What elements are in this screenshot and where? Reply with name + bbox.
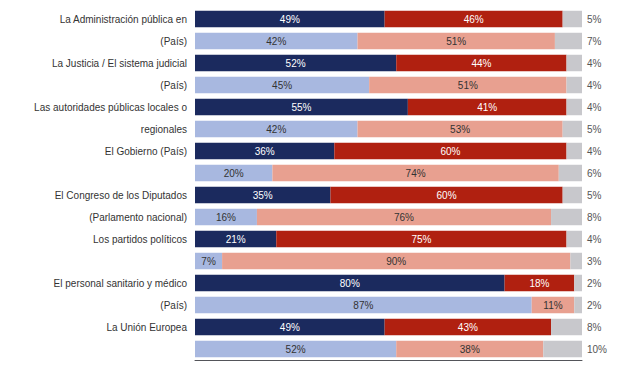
svg-text:4%: 4% [587, 146, 602, 157]
svg-text:4%: 4% [587, 80, 602, 91]
svg-text:4%: 4% [587, 234, 602, 245]
svg-text:41%: 41% [477, 102, 497, 113]
svg-text:7%: 7% [201, 256, 216, 267]
svg-text:10%: 10% [587, 344, 607, 355]
svg-text:2%: 2% [587, 300, 602, 311]
svg-text:42%: 42% [266, 36, 286, 47]
svg-text:Los partidos políticos: Los partidos políticos [93, 234, 187, 245]
svg-text:Las autoridades públicas local: Las autoridades públicas locales o [34, 102, 187, 113]
svg-text:5%: 5% [587, 190, 602, 201]
svg-text:6%: 6% [587, 168, 602, 179]
svg-text:87%: 87% [353, 300, 373, 311]
svg-text:51%: 51% [458, 80, 478, 91]
svg-text:60%: 60% [440, 146, 460, 157]
svg-text:3%: 3% [587, 256, 602, 267]
svg-text:5%: 5% [587, 14, 602, 25]
svg-text:(País): (País) [160, 300, 187, 311]
svg-text:8%: 8% [587, 212, 602, 223]
svg-text:38%: 38% [460, 344, 480, 355]
svg-text:49%: 49% [280, 322, 300, 333]
svg-text:53%: 53% [450, 124, 470, 135]
svg-text:11%: 11% [543, 300, 562, 311]
svg-text:5%: 5% [587, 124, 602, 135]
svg-text:35%: 35% [253, 190, 273, 201]
svg-text:90%: 90% [386, 256, 406, 267]
svg-text:43%: 43% [458, 322, 478, 333]
svg-text:2%: 2% [587, 278, 602, 289]
svg-text:El Congreso de los Diputados: El Congreso de los Diputados [55, 190, 187, 201]
svg-text:44%: 44% [471, 58, 491, 69]
svg-text:La Justicia / El sistema judic: La Justicia / El sistema judicial [52, 58, 187, 69]
svg-text:76%: 76% [394, 212, 414, 223]
svg-text:8%: 8% [587, 322, 602, 333]
svg-text:51%: 51% [446, 36, 466, 47]
svg-text:7%: 7% [587, 36, 602, 47]
svg-text:75%: 75% [411, 234, 431, 245]
svg-text:La Unión Europea: La Unión Europea [106, 322, 187, 333]
svg-text:El Gobierno (País): El Gobierno (País) [105, 146, 187, 157]
svg-text:4%: 4% [587, 102, 602, 113]
svg-text:La Administración pública en: La Administración pública en [60, 14, 187, 25]
svg-text:80%: 80% [340, 278, 360, 289]
svg-text:21%: 21% [226, 234, 246, 245]
svg-text:El personal sanitario y médico: El personal sanitario y médico [54, 278, 188, 289]
svg-text:20%: 20% [224, 168, 244, 179]
svg-text:45%: 45% [272, 80, 292, 91]
svg-text:46%: 46% [464, 14, 484, 25]
svg-text:36%: 36% [255, 146, 275, 157]
svg-text:(País): (País) [160, 80, 187, 91]
svg-text:16%: 16% [216, 212, 236, 223]
svg-text:regionales: regionales [141, 124, 187, 135]
svg-text:52%: 52% [286, 344, 306, 355]
svg-text:60%: 60% [437, 190, 457, 201]
svg-text:42%: 42% [266, 124, 286, 135]
svg-text:4%: 4% [587, 58, 602, 69]
svg-text:52%: 52% [286, 58, 306, 69]
svg-text:(Parlamento nacional): (Parlamento nacional) [89, 212, 187, 223]
svg-text:49%: 49% [280, 14, 300, 25]
svg-text:55%: 55% [291, 102, 311, 113]
svg-text:74%: 74% [406, 168, 426, 179]
svg-text:18%: 18% [529, 278, 549, 289]
svg-text:(País): (País) [160, 36, 187, 47]
